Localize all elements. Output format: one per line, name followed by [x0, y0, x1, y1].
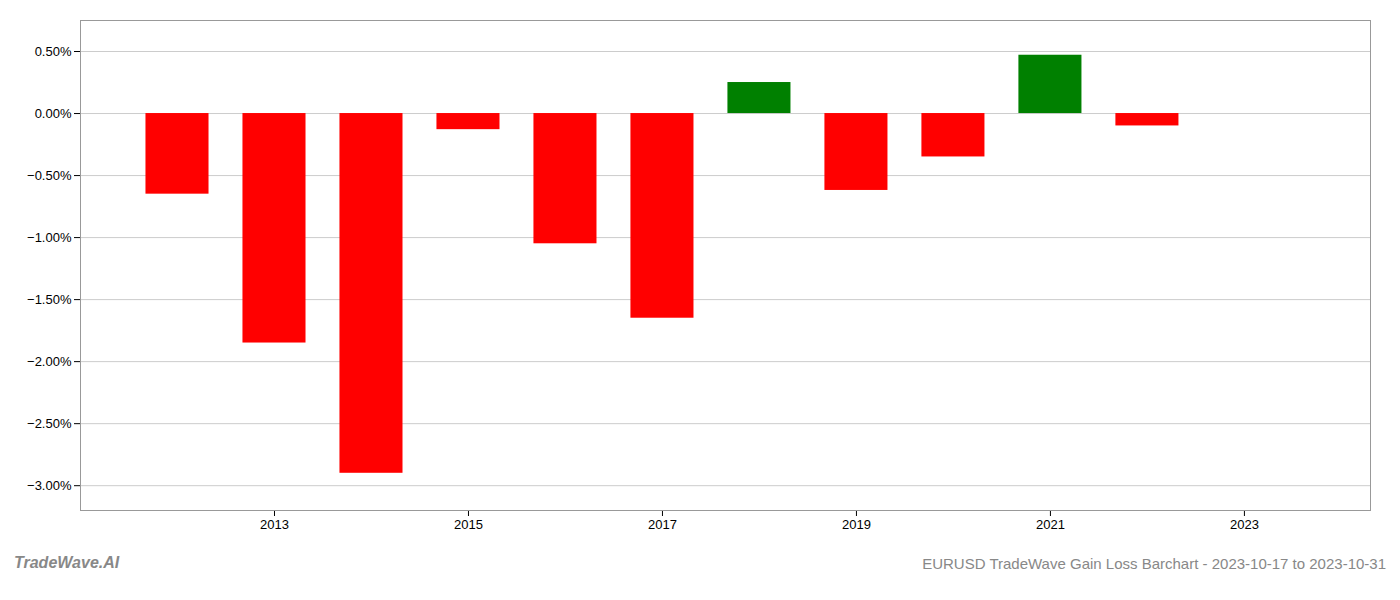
- svg-text:−2.00%: −2.00%: [27, 354, 72, 369]
- svg-text:0.50%: 0.50%: [35, 44, 72, 59]
- html-text:EURUSD TradeWave Gain Loss Bar: EURUSD TradeWave Gain Loss Barchart - 20…: [922, 555, 1386, 572]
- svg-text:2023: 2023: [1230, 517, 1259, 532]
- html-text:TradeWave.AI: TradeWave.AI: [14, 554, 120, 571]
- svg-text:0.00%: 0.00%: [35, 106, 72, 121]
- svg-text:2017: 2017: [648, 517, 677, 532]
- svg-text:−1.00%: −1.00%: [27, 230, 72, 245]
- svg-text:−2.50%: −2.50%: [27, 416, 72, 431]
- svg-text:2013: 2013: [260, 517, 289, 532]
- svg-text:−0.50%: −0.50%: [27, 168, 72, 183]
- svg-text:−3.00%: −3.00%: [27, 478, 72, 493]
- svg-text:2021: 2021: [1036, 517, 1065, 532]
- svg-text:2019: 2019: [842, 517, 871, 532]
- svg-text:2015: 2015: [454, 517, 483, 532]
- svg-text:−1.50%: −1.50%: [27, 292, 72, 307]
